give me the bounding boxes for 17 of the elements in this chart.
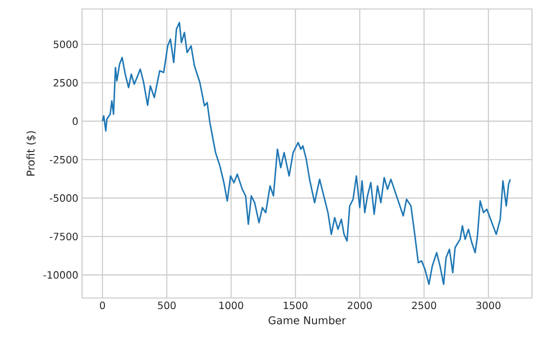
- x-tick-label: 3000: [476, 302, 500, 310]
- y-tick-label: -7500: [50, 232, 78, 240]
- x-tick-label: 2000: [348, 302, 372, 310]
- y-tick-label: -2500: [50, 156, 78, 164]
- y-axis-title: Profit ($): [26, 131, 36, 176]
- y-tick-label: 2500: [54, 78, 78, 87]
- y-tick-label: -10000: [43, 271, 78, 279]
- y-tick-label: 0: [72, 117, 78, 125]
- line-series: [102, 22, 511, 286]
- x-tick-label: 500: [158, 302, 176, 310]
- x-axis-title: Game Number: [268, 316, 346, 324]
- y-tick-label: 5000: [54, 40, 78, 48]
- x-tick-label: 1500: [284, 302, 308, 310]
- x-tick-label: 1000: [219, 302, 244, 310]
- x-tick-label: 2500: [412, 302, 436, 310]
- x-tick-label: 0: [100, 302, 105, 310]
- y-tick-label: -5000: [50, 194, 78, 202]
